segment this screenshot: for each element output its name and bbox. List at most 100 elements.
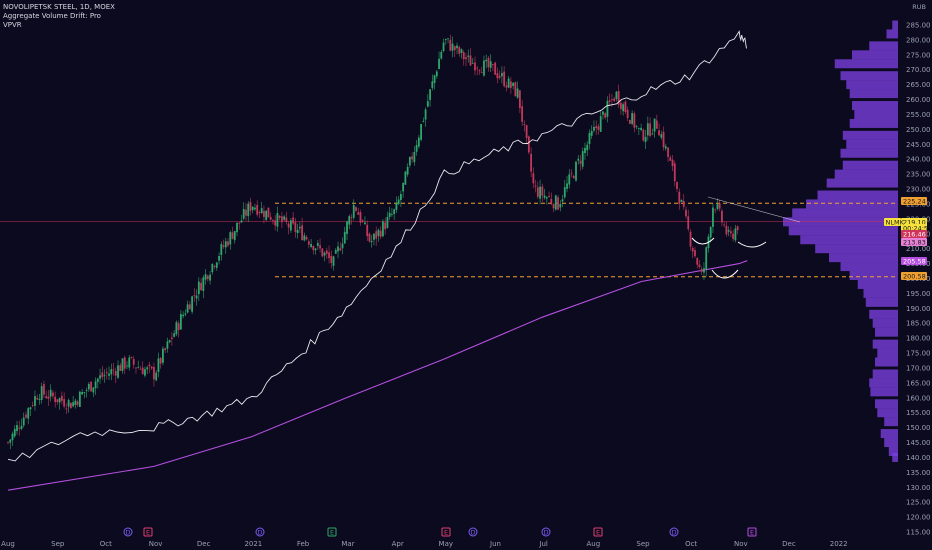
candle-body: [431, 81, 434, 88]
volume-profile-bar: [869, 309, 898, 319]
x-axis-tick-label: Sep: [51, 540, 65, 548]
candle-body: [90, 381, 92, 392]
candle-body: [132, 359, 135, 365]
candle-body: [478, 70, 481, 72]
candle-body: [321, 248, 324, 257]
volume-profile-bar: [884, 417, 898, 427]
candle-body: [505, 85, 508, 88]
candle-body: [559, 204, 562, 208]
candle-body: [669, 157, 672, 161]
candle-body: [251, 206, 254, 211]
candle-body: [215, 262, 218, 268]
indicator-label-drift[interactable]: Aggregate Volume Drift: Pro: [3, 12, 101, 20]
candle-body: [117, 365, 119, 378]
candle-body: [408, 157, 411, 166]
right-shoulder-arc: [737, 241, 767, 248]
price-tag-box: [901, 230, 927, 238]
candle-body: [527, 136, 530, 153]
candle-body: [153, 367, 155, 380]
candle-body: [615, 91, 618, 100]
candle-body: [332, 256, 335, 266]
candle-body: [498, 75, 501, 78]
y-axis-tick-label: 150.00: [906, 424, 931, 432]
candle-body: [563, 187, 566, 198]
candle-body: [220, 243, 223, 255]
candle-body: [568, 174, 571, 185]
dividend-marker: [255, 527, 265, 537]
candle-body: [424, 109, 427, 120]
candle-body: [548, 196, 550, 197]
earnings-marker: [441, 527, 451, 537]
candle-body: [314, 248, 317, 251]
volume-profile-bar: [834, 169, 898, 179]
x-axis-tick-label: Sep: [636, 540, 650, 548]
candle-body: [36, 397, 39, 400]
candle-body: [545, 197, 548, 199]
candle-body: [164, 348, 167, 351]
candle-body: [168, 340, 171, 343]
candle-body: [637, 127, 640, 129]
candle-body: [474, 62, 476, 71]
candle-body: [633, 113, 636, 128]
candle-body: [458, 47, 461, 54]
y-axis-tick-label: 195.00: [906, 290, 931, 298]
price-tag-text: 00:24:53: [903, 225, 932, 233]
candle-body: [644, 136, 647, 142]
candle-body: [521, 106, 524, 122]
candle-body: [18, 427, 21, 429]
volume-profile-bar: [886, 29, 898, 39]
indicator-label-vpvr[interactable]: VPVR: [3, 21, 22, 29]
candle-body: [359, 212, 362, 223]
candle-body: [7, 442, 9, 443]
candle-body: [193, 295, 196, 297]
candle-body: [413, 151, 416, 163]
x-axis-tick-label: Nov: [149, 540, 163, 548]
candle-body: [420, 124, 422, 140]
left-shoulder-arc: [691, 237, 715, 245]
candle-body: [622, 104, 625, 112]
volume-profile-bar: [826, 178, 898, 188]
event-marker-label: D: [671, 528, 676, 536]
candle-body: [123, 357, 126, 369]
symbol-title[interactable]: NOVOLIPETSK STEEL, 1D, MOEX: [3, 3, 115, 11]
y-axis-tick-label: 285.00: [906, 22, 931, 30]
candle-body: [16, 425, 18, 432]
candle-body: [292, 217, 295, 224]
candle-body: [38, 398, 41, 400]
candle-body: [736, 226, 739, 231]
candle-body: [249, 202, 252, 211]
candle-body: [406, 166, 409, 175]
candle-body: [651, 133, 654, 135]
earnings-marker: [593, 527, 603, 537]
x-axis[interactable]: Aug Sep Oct Nov Dec 2021 Feb Mar Apr May Jun Jul Aug…: [1, 540, 847, 548]
event-marker-label: D: [257, 528, 262, 536]
candle-body: [388, 212, 391, 217]
candle-body: [34, 396, 36, 406]
volume-profile-bar: [815, 244, 898, 254]
candle-body: [254, 207, 256, 210]
candle-body: [429, 89, 431, 101]
y-axis[interactable]: 285.00 280.00 275.00 270.00 265.00 260.00 255.…: [906, 22, 931, 537]
candle-body: [723, 224, 726, 226]
candle-body: [395, 202, 398, 210]
candle-body: [182, 314, 185, 317]
candle-body: [40, 386, 43, 400]
x-axis-tick-label: Oct: [685, 540, 697, 548]
candle-body: [171, 337, 173, 340]
x-axis-tick-label: Dec: [782, 540, 796, 548]
event-marker-label: E: [444, 528, 448, 536]
x-axis-tick-label: Oct: [100, 540, 112, 548]
y-axis-tick-label: 240.00: [906, 156, 931, 164]
candle-body: [593, 126, 595, 131]
candle-body: [377, 229, 380, 237]
drift-series-line: [7, 30, 747, 462]
candle-body: [43, 384, 45, 395]
candle-body: [579, 160, 582, 164]
candle-body: [691, 248, 694, 252]
candle-body: [653, 118, 656, 132]
candle-body: [276, 213, 279, 227]
candle-body: [112, 369, 115, 371]
candle-body: [233, 231, 236, 241]
